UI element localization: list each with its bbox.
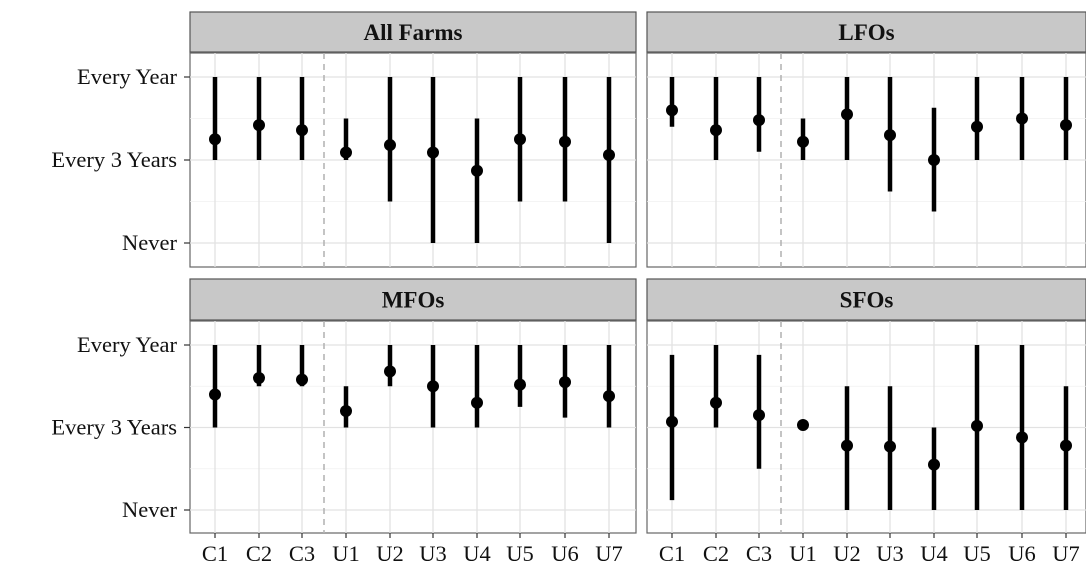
point-u6 — [559, 135, 571, 148]
x-tick-label: C2 — [246, 541, 272, 566]
facet-title: SFOs — [840, 288, 894, 313]
point-u4 — [928, 458, 940, 471]
point-c3 — [753, 114, 765, 127]
x-tick-label: U6 — [551, 541, 579, 566]
facet-strip — [646, 11, 1086, 53]
facet-title: MFOs — [382, 288, 445, 313]
y-tick-label: Never — [122, 497, 177, 522]
facet-panel: SFOs C1 C2 C3 U1 U2 U3 U4 U5 U6 U7 — [646, 278, 1086, 566]
x-tick-label: C1 — [202, 541, 228, 566]
point-u7 — [1060, 439, 1072, 452]
point-u4 — [928, 154, 940, 166]
x-tick-label: U4 — [920, 541, 948, 566]
facet-panel: MFOs Every Year Every 3 Years Never C1 C2 C3 U1… — [51, 278, 637, 566]
point-c2 — [253, 119, 265, 132]
x-tick-label: U7 — [595, 541, 623, 566]
x-tick-label: C1 — [659, 541, 685, 566]
x-tick-label: U2 — [376, 541, 404, 566]
facet-title: LFOs — [838, 20, 894, 45]
point-u7 — [603, 149, 615, 162]
y-tick-label: Never — [122, 230, 177, 255]
point-u7 — [603, 390, 615, 403]
facet-title: All Farms — [363, 20, 462, 45]
point-u1 — [797, 419, 809, 432]
point-c3 — [296, 373, 308, 386]
point-u1 — [340, 405, 352, 417]
point-c2 — [253, 372, 265, 384]
facet-strip — [646, 278, 1086, 321]
x-tick-label: C2 — [703, 541, 729, 566]
point-c1 — [209, 133, 221, 146]
x-tick-label: U3 — [876, 541, 904, 566]
point-c1 — [666, 104, 678, 117]
y-tick-label: Every 3 Years — [51, 415, 177, 440]
point-u3 — [427, 146, 439, 159]
point-c1 — [209, 388, 221, 401]
x-tick-label: U6 — [1008, 541, 1036, 566]
point-u2 — [384, 365, 396, 378]
facet-strip — [189, 11, 637, 53]
point-u3 — [427, 380, 439, 393]
point-u6 — [559, 376, 571, 389]
point-u4 — [471, 164, 483, 177]
point-u5 — [514, 133, 526, 146]
y-tick-label: Every Year — [77, 64, 177, 89]
point-u4 — [471, 396, 483, 409]
point-c3 — [296, 124, 308, 137]
point-u5 — [514, 378, 526, 391]
x-tick-label: C3 — [746, 541, 772, 566]
x-tick-label: U4 — [463, 541, 491, 566]
point-c3 — [753, 409, 765, 422]
x-tick-label: U1 — [789, 541, 817, 566]
point-c2 — [710, 396, 722, 409]
point-u5 — [971, 120, 983, 133]
x-tick-label: U5 — [963, 541, 991, 566]
x-tick-label: U2 — [833, 541, 861, 566]
x-tick-label: C3 — [289, 541, 315, 566]
x-tick-label: U1 — [332, 541, 360, 566]
point-u6 — [1016, 431, 1028, 444]
point-u1 — [340, 146, 352, 159]
facet-strip — [189, 278, 637, 321]
point-u6 — [1016, 112, 1028, 125]
point-c2 — [710, 124, 722, 137]
point-u3 — [884, 440, 896, 453]
facet-panel: LFOs — [646, 11, 1086, 268]
y-tick-label: Every 3 Years — [51, 147, 177, 172]
point-u2 — [841, 439, 853, 452]
y-tick-label: Every Year — [77, 332, 177, 357]
point-u1 — [797, 135, 809, 148]
point-u5 — [971, 419, 983, 432]
point-u7 — [1060, 119, 1072, 132]
point-u3 — [884, 129, 896, 142]
point-c1 — [666, 415, 678, 428]
x-tick-label: U7 — [1052, 541, 1080, 566]
facet-panel: All Farms Every Year Every 3 Years Never — [51, 11, 637, 268]
x-tick-label: U3 — [419, 541, 447, 566]
point-u2 — [384, 139, 396, 152]
x-tick-label: U5 — [506, 541, 534, 566]
point-u2 — [841, 108, 853, 121]
